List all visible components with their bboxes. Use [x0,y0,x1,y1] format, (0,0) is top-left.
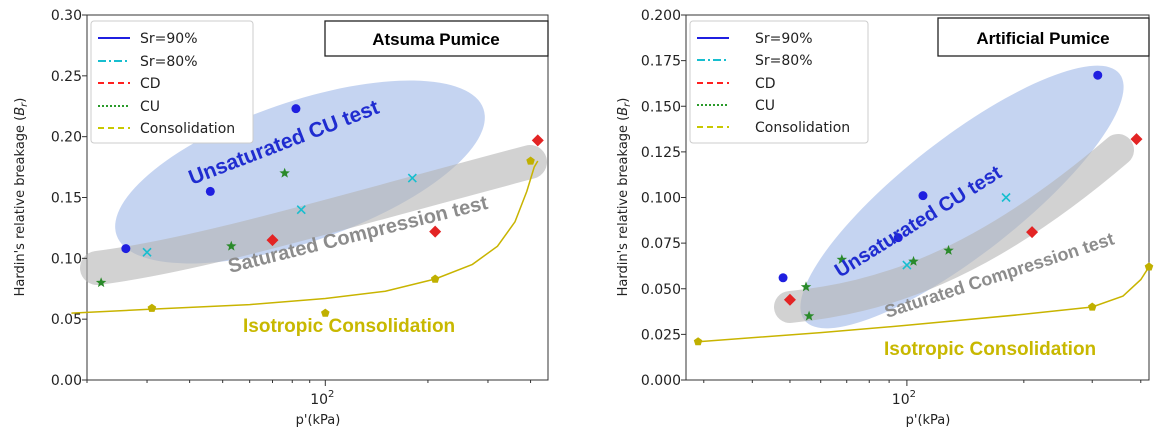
y-tick-label: 0.05 [51,312,82,328]
y-tick-label: 0.175 [641,54,681,70]
data-point-diamond [1130,133,1143,146]
data-point-star [836,254,848,264]
unsaturated-cu-region [800,65,1124,329]
legend-label-cu: CU [755,98,775,114]
data-point-star [226,240,237,251]
data-point-circle [205,186,215,196]
data-point-pentagon [1144,262,1154,271]
data-point-pentagon [147,303,157,312]
data-point-x [142,247,152,257]
data-point-star [803,310,815,321]
unsaturated-cu-region [115,80,485,264]
y-axis-label: Hardin's relative breakage (Br) [616,98,633,297]
y-tick-label: 0.30 [51,8,82,24]
chart-artificial-pumice: 0.000 0.025 0.050 0.075 0.100 0.125 0.150 0.175… [616,8,1154,428]
legend-label-cd: CD [755,76,776,92]
legend-label-consolidation: Consolidation [140,121,235,137]
y-tick-label: 0.200 [641,8,681,24]
y-tick-label: 0.100 [641,191,681,207]
data-point-star [279,167,290,178]
data-point-circle [893,233,903,243]
data-point-circle [1093,70,1103,80]
legend-label-sr90: Sr=90% [140,31,198,47]
y-tick-label: 0.000 [641,373,681,389]
consolidation-curve [698,266,1150,343]
legend-label-cd: CD [140,76,161,92]
data-point-circle [918,191,928,201]
chart-title: Atsuma Pumice [372,30,500,49]
legend-box [689,20,869,144]
data-point-star [800,281,812,292]
data-point-star [95,277,107,288]
legend-label-sr80: Sr=80% [755,53,813,69]
y-tick-label: 0.075 [641,236,681,252]
saturated-compression-region [774,134,1134,323]
chart-title: Artificial Pumice [976,29,1109,48]
data-point-diamond [531,134,544,147]
data-point-circle [778,273,788,283]
legend: Sr=90% Sr=80% CD CU Consolidation [90,20,254,144]
x-axis-label: p'(kPa) [906,413,951,428]
legend: Sr=90% Sr=80% CD CU Consolidation [689,20,869,144]
legend-label-consolidation: Consolidation [755,120,850,136]
y-tick-label: 0.025 [641,327,681,343]
data-point-pentagon [321,308,330,317]
y-tick-label: 0.10 [51,251,82,267]
data-point-star [943,244,954,255]
data-point-x [296,205,306,215]
data-point-x [902,260,912,270]
data-point-circle [121,244,131,254]
y-tick-label: 0.00 [51,373,82,389]
data-point-pentagon [693,337,703,346]
data-point-pentagon [1088,302,1097,311]
data-point-x [407,173,417,183]
y-tick-label: 0.15 [51,191,82,207]
data-point-x [1001,192,1011,203]
x-axis-label: p'(kPa) [296,413,341,428]
data-point-diamond [429,225,442,238]
data-point-diamond [1026,226,1039,239]
data-point-pentagon [526,156,535,165]
y-tick-label: 0.050 [641,282,681,298]
annotation-isotropic-consolidation: Isotropic Consolidation [884,339,1096,360]
annotation-isotropic-consolidation: Isotropic Consolidation [243,316,455,337]
y-tick-label: 0.150 [641,99,681,115]
data-point-star [908,255,919,266]
consolidation-curve [71,160,539,314]
x-tick-label: 102 [892,389,916,408]
y-tick-label: 0.125 [641,145,681,161]
y-axis-label: Hardin's relative breakage (Br) [13,98,30,297]
legend-label-cu: CU [140,99,160,115]
y-tick-label: 0.20 [51,130,82,146]
saturated-compression-region [80,145,547,285]
chart-title-box: Atsuma Pumice [324,20,549,57]
x-tick-label: 102 [310,389,334,408]
data-point-diamond [783,293,796,306]
legend-label-sr90: Sr=90% [755,31,813,47]
data-point-diamond [266,234,279,247]
legend-box [90,20,254,144]
data-point-pentagon [430,274,440,283]
y-tick-label: 0.25 [51,69,82,85]
legend-label-sr80: Sr=80% [140,54,198,70]
data-point-circle [291,104,301,114]
chart-title-box: Artificial Pumice [937,17,1150,57]
